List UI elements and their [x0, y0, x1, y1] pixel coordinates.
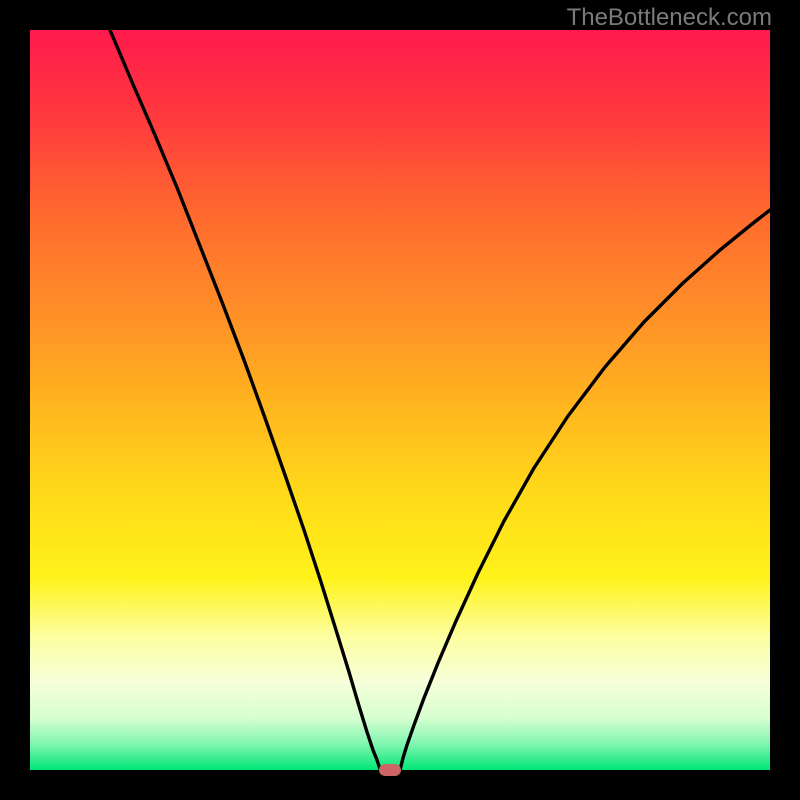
bottleneck-curves [0, 0, 800, 800]
optimal-point-marker [379, 764, 401, 776]
right-ascending-curve [400, 210, 770, 770]
chart-container: TheBottleneck.com [0, 0, 800, 800]
left-descending-curve [110, 30, 381, 770]
